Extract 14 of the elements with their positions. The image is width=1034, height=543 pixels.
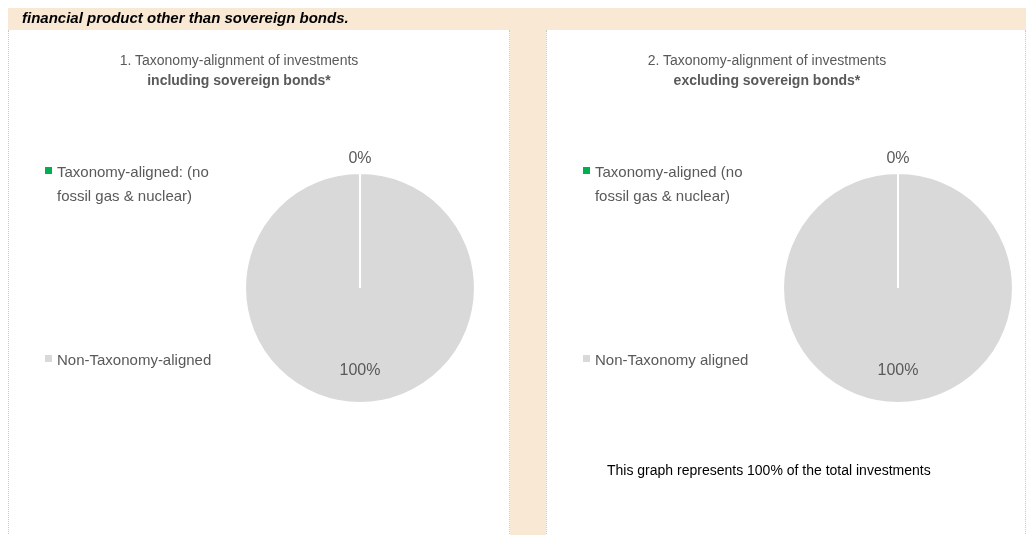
data-label: 100% <box>877 361 919 379</box>
text: This graph represents 100% of the total investments <box>606 462 932 478</box>
legend-label: Non-Taxonomy aligned <box>594 350 749 370</box>
legend-label: Non-Taxonomy-aligned <box>57 350 212 370</box>
chart-title: 2. Taxonomy-alignment of investments <box>646 51 888 70</box>
chart-subtitle: including sovereign bonds* <box>146 71 332 90</box>
text: 0% <box>886 149 910 167</box>
chart-title: 1. Taxonomy-alignment of investments <box>118 51 360 70</box>
text: financial product other than sovereign bonds. <box>22 9 349 26</box>
data-label: 100% <box>339 361 381 379</box>
legend-label: Taxonomy-aligned: (no fossil gas & nuclear) <box>57 162 210 206</box>
legend-label: Taxonomy-aligned (no fossil gas & nuclear) <box>594 162 744 206</box>
text: 0% <box>348 149 372 167</box>
chart-subtitle: excluding sovereign bonds* <box>672 71 862 90</box>
